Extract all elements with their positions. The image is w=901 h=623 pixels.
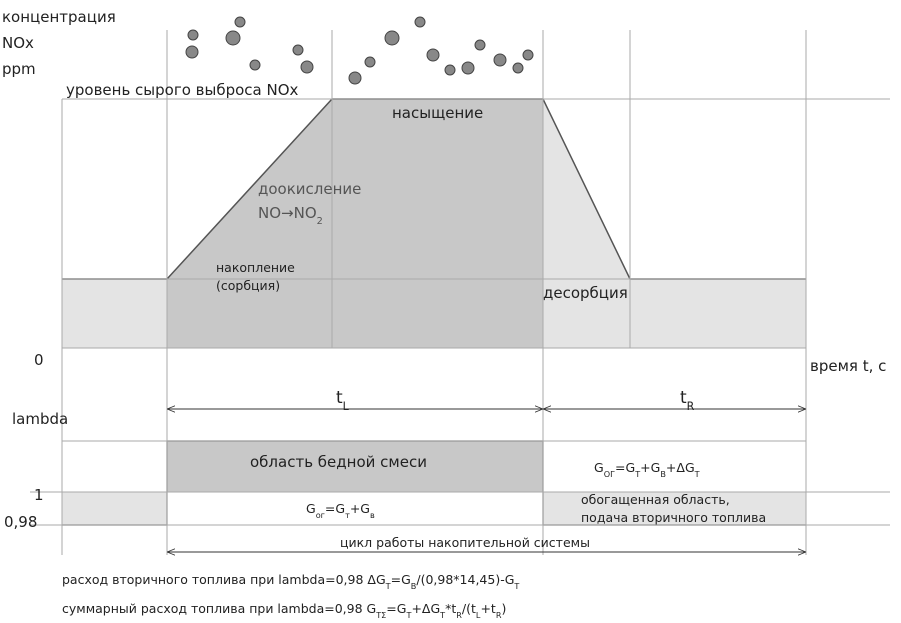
rich-area: подача вторичного топлива	[581, 510, 766, 525]
zero: 0	[34, 351, 44, 369]
formula-part: )	[501, 601, 506, 616]
oxidation: доокисление	[258, 180, 361, 198]
subscript: R	[687, 400, 695, 413]
formula-part: +G	[640, 460, 660, 475]
subscript: в	[370, 510, 375, 520]
lambda-tick: 0,98	[4, 513, 37, 531]
raw-level: уровень сырого выброса NOx	[66, 81, 299, 99]
lambda-label: lambda	[12, 410, 68, 428]
axis-label: концентрация	[2, 8, 116, 26]
formula-part: расход вторичного топлива при lambda=0,9…	[62, 572, 386, 587]
formula-part: G	[306, 501, 316, 516]
formula-part: +t	[480, 601, 495, 616]
storage: накопление	[216, 260, 295, 275]
formula-part: =G	[391, 572, 411, 587]
subscript: L	[343, 400, 350, 413]
cycle: цикл работы накопительной системы	[340, 535, 590, 550]
saturation: насыщение	[392, 104, 483, 122]
formula-part: +G	[350, 501, 370, 516]
lean-area: область бедной смеси	[250, 453, 427, 471]
storage: (сорбция)	[216, 278, 280, 293]
diagram: концентрация NOx ppm уровень сырого выбр…	[0, 0, 901, 619]
formula-part: =G	[325, 501, 345, 516]
formula-part: /(0,98*14,45)-G	[416, 572, 514, 587]
desorption: десорбция	[543, 284, 628, 302]
formula-part: +ΔG	[666, 460, 695, 475]
lambda-tick: 1	[34, 486, 44, 504]
rich-area: обогащенная область,	[581, 492, 730, 507]
formula-part: G	[594, 460, 604, 475]
subscript: Т	[513, 581, 519, 591]
subscript: ТΣ	[375, 610, 386, 619]
formula-part: /(t	[462, 601, 476, 616]
formula-part: +ΔG	[411, 601, 440, 616]
note: суммарный расход топлива при lambda=0,98…	[62, 601, 506, 619]
formula-part: =G	[386, 601, 406, 616]
lean-formula: Gог=Gт+Gв	[306, 501, 375, 520]
subscript: ОГ	[604, 469, 615, 479]
formula-part: NO→NO	[258, 204, 317, 222]
axis-label: ppm	[2, 60, 36, 78]
rich-formula: GОГ=GТ+GВ+ΔGТ	[594, 460, 700, 479]
formula-part: *t	[445, 601, 456, 616]
molecules	[186, 17, 533, 84]
formula-part: =G	[615, 460, 635, 475]
axis-label: NOx	[2, 34, 34, 52]
subscript: 2	[317, 216, 323, 227]
subscript: Т	[694, 469, 700, 479]
note: расход вторичного топлива при lambda=0,9…	[62, 572, 519, 591]
time-axis: время t, с	[810, 357, 886, 375]
subscript: ог	[316, 510, 325, 520]
formula-part: суммарный расход топлива при lambda=0,98…	[62, 601, 376, 616]
